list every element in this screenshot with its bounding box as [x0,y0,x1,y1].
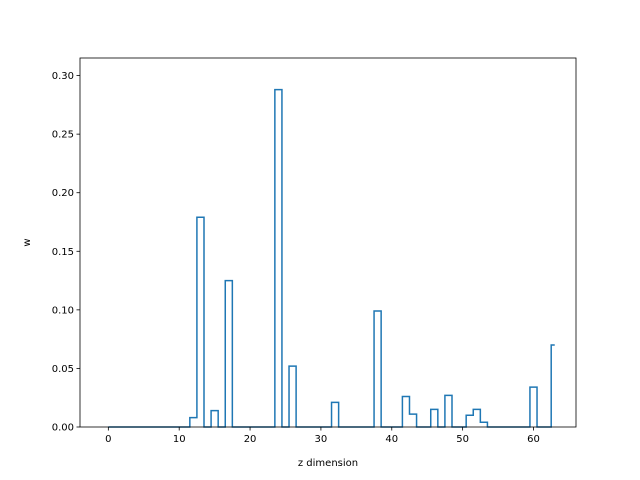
y-tick-label: 0.25 [52,130,74,141]
x-tick-label: 50 [456,434,469,445]
x-axis-label: z dimension [298,458,358,469]
y-tick-label: 0.00 [52,423,74,434]
y-tick-label: 0.30 [52,71,74,82]
x-tick-label: 40 [385,434,398,445]
x-tick-label: 0 [105,434,111,445]
y-tick-label: 0.10 [52,305,74,316]
y-axis-ticks: 0.00 0.05 0.10 0.15 0.20 0.25 0.30 [52,71,80,434]
x-tick-label: 30 [315,434,328,445]
y-tick-label: 0.15 [52,247,74,258]
x-tick-label: 60 [527,434,540,445]
y-tick-label: 0.05 [52,364,74,375]
axes-frame [79,57,577,428]
x-axis-ticks: 0 10 20 30 40 50 60 [105,427,540,445]
x-tick-label: 10 [173,434,186,445]
y-tick-label: 0.20 [52,188,74,199]
y-axis-label: w [22,238,33,246]
x-tick-label: 20 [244,434,257,445]
